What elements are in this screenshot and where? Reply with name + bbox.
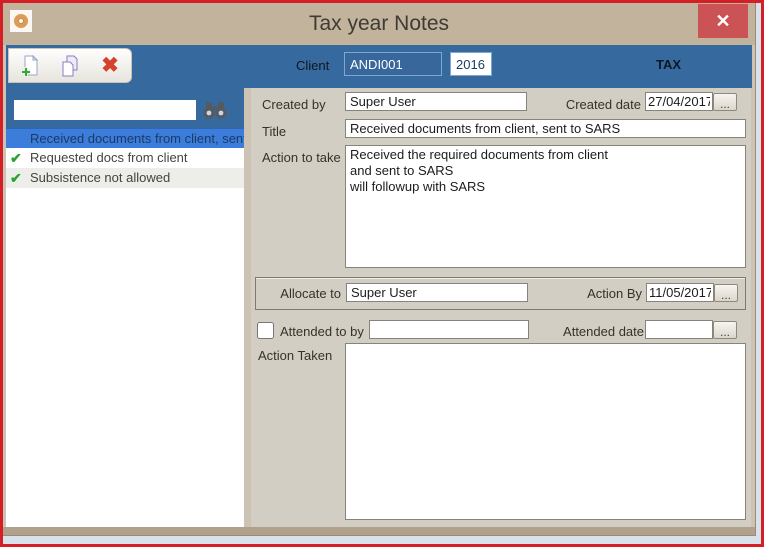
- action-taken-textarea[interactable]: [345, 343, 746, 520]
- titlebar[interactable]: Tax year Notes ✕: [3, 3, 755, 45]
- note-checked-icon: ✔: [10, 150, 22, 166]
- created-by-label: Created by: [262, 97, 326, 112]
- attended-to-by-label: Attended to by: [280, 324, 364, 339]
- copy-note-icon: [62, 55, 78, 76]
- created-date-label: Created date: [565, 97, 641, 112]
- copy-note-button[interactable]: [57, 53, 83, 79]
- note-item[interactable]: ✔ Requested docs from client: [6, 148, 244, 168]
- app-donut-icon: [14, 14, 28, 28]
- created-date-picker-button[interactable]: ...: [713, 93, 737, 111]
- action-taken-label: Action Taken: [258, 348, 333, 363]
- action-to-take-label: Action to take: [262, 150, 341, 165]
- module-label: TAX: [656, 57, 682, 72]
- toolbar: ✖: [8, 48, 132, 83]
- delete-note-button[interactable]: ✖: [97, 53, 123, 79]
- delete-note-icon: ✖: [101, 53, 119, 77]
- allocate-group: Allocate to Action By ...: [255, 277, 746, 310]
- action-by-label: Action By: [587, 286, 642, 301]
- close-icon: ✕: [715, 10, 731, 31]
- note-item-selected[interactable]: Received documents from client, sent to …: [6, 128, 244, 148]
- note-detail-panel: Created by Created date ... Title Action…: [251, 88, 751, 527]
- client-code-field[interactable]: [344, 52, 442, 76]
- notes-search-input[interactable]: [14, 100, 196, 120]
- action-to-take-textarea[interactable]: Received the required documents from cli…: [345, 145, 746, 268]
- attended-date-picker-button[interactable]: ...: [713, 321, 737, 339]
- attended-checkbox[interactable]: [257, 322, 274, 339]
- client-label: Client: [296, 58, 330, 73]
- notes-list: Received documents from client, sent to …: [6, 128, 244, 527]
- note-item[interactable]: ✔ Subsistence not allowed: [6, 168, 244, 188]
- tax-year-field[interactable]: [450, 52, 492, 76]
- attended-date-field[interactable]: [645, 320, 713, 339]
- banner: ✖ Client TAX: [6, 45, 752, 88]
- add-note-icon: [21, 54, 39, 77]
- note-title: Subsistence not allowed: [30, 170, 171, 185]
- tax-year-notes-window: Tax year Notes ✕: [2, 2, 756, 536]
- action-by-field[interactable]: [646, 283, 714, 302]
- action-by-picker-button[interactable]: ...: [714, 284, 738, 302]
- binoculars-search-icon[interactable]: [202, 99, 228, 120]
- add-note-button[interactable]: [17, 53, 43, 79]
- allocate-to-label: Allocate to: [280, 286, 341, 301]
- app-icon: [10, 10, 32, 32]
- created-by-field[interactable]: [345, 92, 527, 111]
- window-title: Tax year Notes: [308, 12, 450, 35]
- note-title: Requested docs from client: [30, 150, 188, 165]
- close-button[interactable]: ✕: [698, 4, 748, 38]
- created-date-field[interactable]: [645, 92, 713, 111]
- note-title: Received documents from client, sent to …: [30, 131, 244, 146]
- attended-date-label: Attended date: [563, 324, 644, 339]
- search-bar: [6, 88, 244, 128]
- attended-to-by-field[interactable]: [369, 320, 529, 339]
- title-field[interactable]: [345, 119, 746, 138]
- note-checked-icon: ✔: [10, 170, 22, 186]
- allocate-to-field[interactable]: [346, 283, 528, 302]
- window-bottom-band: [3, 527, 755, 535]
- title-label: Title: [262, 124, 287, 139]
